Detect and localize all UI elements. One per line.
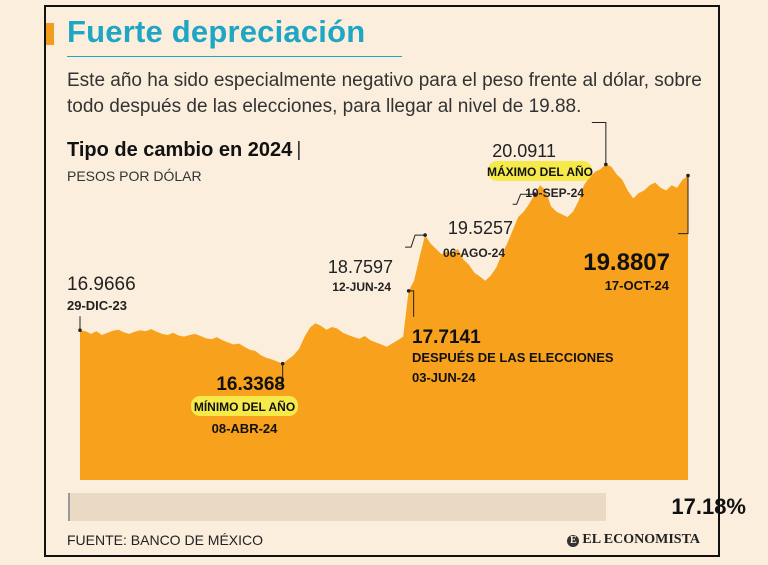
point-jun12 [423, 233, 427, 237]
label-max-value: 20.0911 [492, 141, 556, 161]
exchange-rate-area [80, 164, 688, 480]
label-min-tag-bg [191, 396, 298, 416]
leader-jun12 [405, 234, 426, 248]
label-end-value: 19.8807 [583, 249, 670, 276]
chart-title-separator: | [296, 139, 302, 161]
label-aug6-date: 06-AGO-24 [443, 246, 505, 260]
label-jun12-date: 12-JUN-24 [332, 280, 391, 294]
title-underline [67, 56, 402, 57]
chart-title-text: Tipo de cambio en 2024 [67, 139, 293, 161]
page-title: Fuerte depreciación [67, 14, 366, 49]
leader-aug6 [512, 193, 535, 205]
leader-max [591, 121, 607, 165]
label-jun12-value: 18.7597 [328, 257, 393, 277]
chart-title: Tipo de cambio en 2024 | [67, 139, 301, 162]
label-min-value: 16.3368 [216, 374, 285, 395]
change-bar-track [68, 493, 606, 521]
chart-units-label: PESOS POR DÓLAR [67, 168, 202, 184]
label-max-date: 10-SEP-24 [525, 186, 584, 200]
brand-logo-icon: E [567, 535, 580, 547]
label-end-date: 17-OCT-24 [605, 278, 670, 293]
leader-elections [408, 290, 415, 317]
title-accent-bar [46, 23, 54, 45]
label-min-tag: MÍNIMO DEL AÑO [194, 399, 295, 414]
label-elections-date: 03-JUN-24 [412, 370, 476, 385]
change-bar [68, 493, 700, 521]
label-max-tag: MÁXIMO DEL AÑO [487, 164, 593, 179]
infographic-frame [44, 5, 720, 557]
publisher-name: EL ECONOMISTA [582, 532, 700, 547]
label-aug6-value: 19.5257 [448, 218, 513, 238]
leader-min [278, 363, 284, 387]
label-min-date: 08-ABR-24 [212, 421, 279, 436]
label-max-tag-bg [488, 161, 592, 181]
source-credit: FUENTE: BANCO DE MÉXICO [67, 532, 264, 548]
change-percentage: 17.18% [671, 494, 746, 519]
label-start-value: 16.9666 [67, 274, 136, 295]
label-elections-note: DESPUÉS DE LAS ELECCIONES [412, 350, 614, 365]
label-elections-value: 17.7141 [412, 327, 481, 348]
label-start-date: 29-DIC-23 [67, 298, 127, 313]
leader-end [678, 175, 689, 235]
subtitle-text: Este año ha sido especialmente negativo … [67, 70, 702, 117]
publisher-brand: E EL ECONOMISTA [567, 532, 700, 548]
